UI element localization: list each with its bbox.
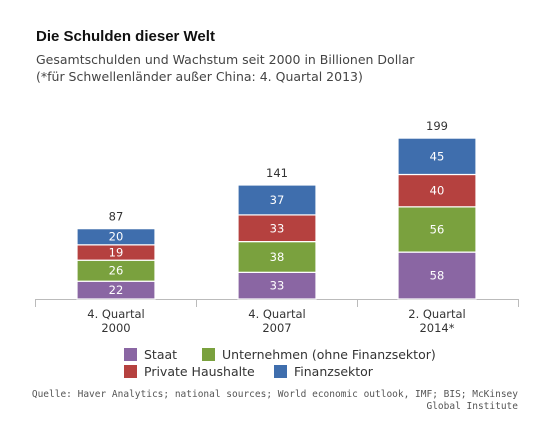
data-label-1-0: 33 bbox=[270, 279, 285, 293]
legend-swatch-unternehmen bbox=[202, 348, 215, 361]
subtitle-line-2: (*für Schwellenländer außer China: 4. Qu… bbox=[36, 69, 363, 84]
total-label-0: 87 bbox=[109, 210, 124, 224]
legend-swatch-staat bbox=[124, 348, 137, 361]
subtitle-line-1: Gesamtschulden und Wachstum seit 2000 in… bbox=[36, 52, 415, 67]
bar-segment-2-2 bbox=[397, 173, 477, 208]
chart-subtitle: Gesamtschulden und Wachstum seit 2000 in… bbox=[36, 51, 414, 85]
x-tick-label-2-0: 2. Quartal bbox=[408, 307, 466, 321]
legend-swatch-finanzsektor bbox=[274, 365, 287, 378]
data-label-0-1: 26 bbox=[109, 264, 124, 278]
legend-label-private-haushalte: Private Haushalte bbox=[144, 364, 255, 379]
bar-segment-2-3 bbox=[397, 137, 477, 176]
bar-segment-1-0 bbox=[237, 271, 317, 300]
data-label-2-2: 40 bbox=[430, 184, 445, 198]
data-label-1-3: 37 bbox=[270, 193, 285, 207]
bar-segment-2-0 bbox=[397, 251, 477, 300]
bar-segment-1-2 bbox=[237, 214, 317, 243]
source-line-2: Global Institute bbox=[426, 401, 518, 412]
legend-label-staat: Staat bbox=[144, 347, 178, 362]
data-label-1-2: 33 bbox=[270, 221, 285, 235]
legend-item-staat: Staat bbox=[124, 347, 177, 362]
x-tick-label-0-0: 4. Quartal bbox=[87, 307, 145, 321]
x-tick-label-1-0: 4. Quartal bbox=[248, 307, 306, 321]
source-note: Quelle: Haver Analytics; national source… bbox=[18, 389, 518, 413]
legend-label-unternehmen: Unternehmen (ohne Finanzsektor) bbox=[222, 347, 436, 362]
total-label-2: 199 bbox=[426, 119, 448, 133]
source-line-1: Quelle: Haver Analytics; national source… bbox=[31, 389, 518, 400]
legend-swatch-private-haushalte bbox=[124, 365, 137, 378]
legend-item-private-haushalte: Private Haushalte bbox=[124, 364, 255, 379]
x-tick-label-0-1: 2000 bbox=[101, 321, 130, 335]
data-label-0-3: 20 bbox=[109, 230, 124, 244]
x-tick-label-1-1: 2007 bbox=[262, 321, 291, 335]
data-label-2-0: 58 bbox=[430, 269, 445, 283]
total-label-1: 141 bbox=[266, 166, 288, 180]
x-tick-label-2-1: 2014* bbox=[419, 321, 454, 335]
data-label-0-0: 22 bbox=[109, 283, 124, 297]
chart-title: Die Schulden dieser Welt bbox=[36, 28, 215, 45]
legend-label-finanzsektor: Finanzsektor bbox=[294, 364, 373, 379]
data-label-2-3: 45 bbox=[430, 149, 445, 163]
bar-segment-2-1 bbox=[397, 206, 477, 253]
data-label-1-1: 38 bbox=[270, 250, 285, 264]
data-label-0-2: 19 bbox=[109, 246, 124, 260]
bar-segment-1-3 bbox=[237, 184, 317, 216]
legend-item-unternehmen: Unternehmen (ohne Finanzsektor) bbox=[202, 347, 436, 362]
bar-segment-0-3 bbox=[76, 228, 156, 246]
legend-item-finanzsektor: Finanzsektor bbox=[274, 364, 373, 379]
data-label-2-1: 56 bbox=[430, 222, 445, 236]
